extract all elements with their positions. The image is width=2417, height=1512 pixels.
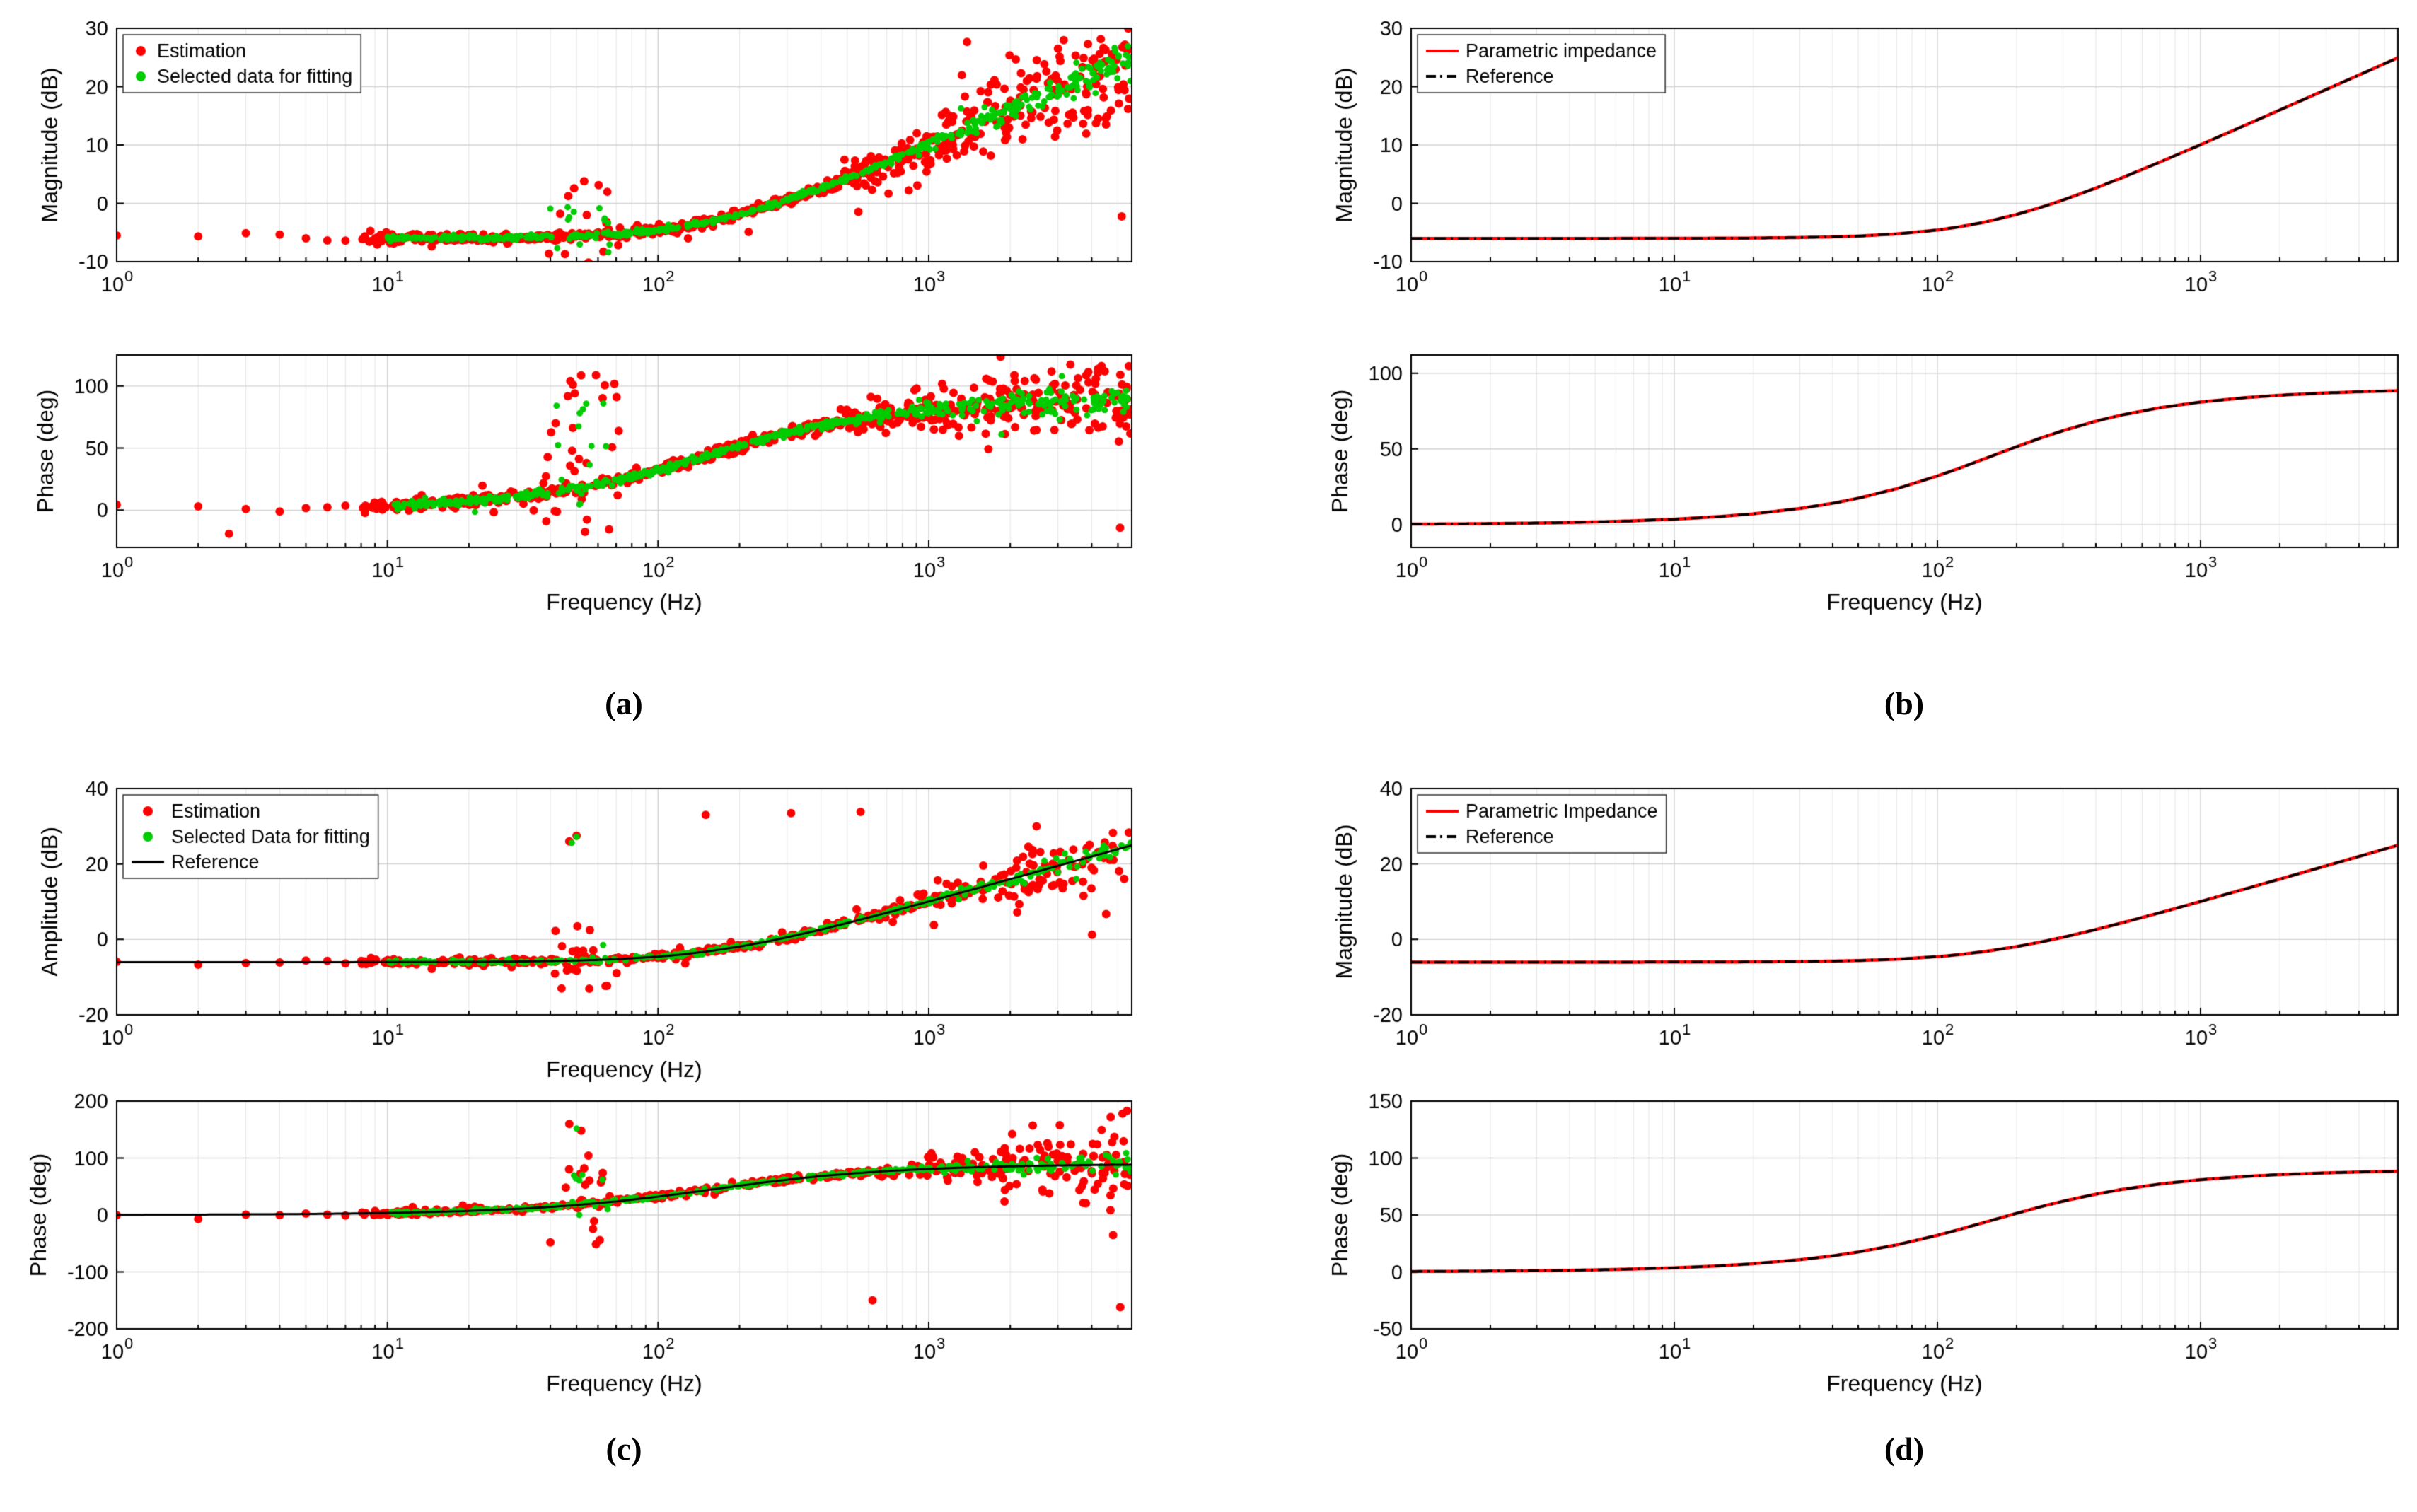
subfigure-d-plots [1323,757,2417,1404]
subfigure-d-caption: (d) [1884,1431,1925,1467]
subfigure-a-plots [28,7,1231,644]
subfigure-c-plots [28,757,1231,1404]
subfigure-b-caption: (b) [1884,685,1925,721]
subfigure-a-caption: (a) [605,685,643,721]
subfigure-c-caption: (c) [605,1431,642,1467]
subfigure-b-plots [1323,7,2417,644]
